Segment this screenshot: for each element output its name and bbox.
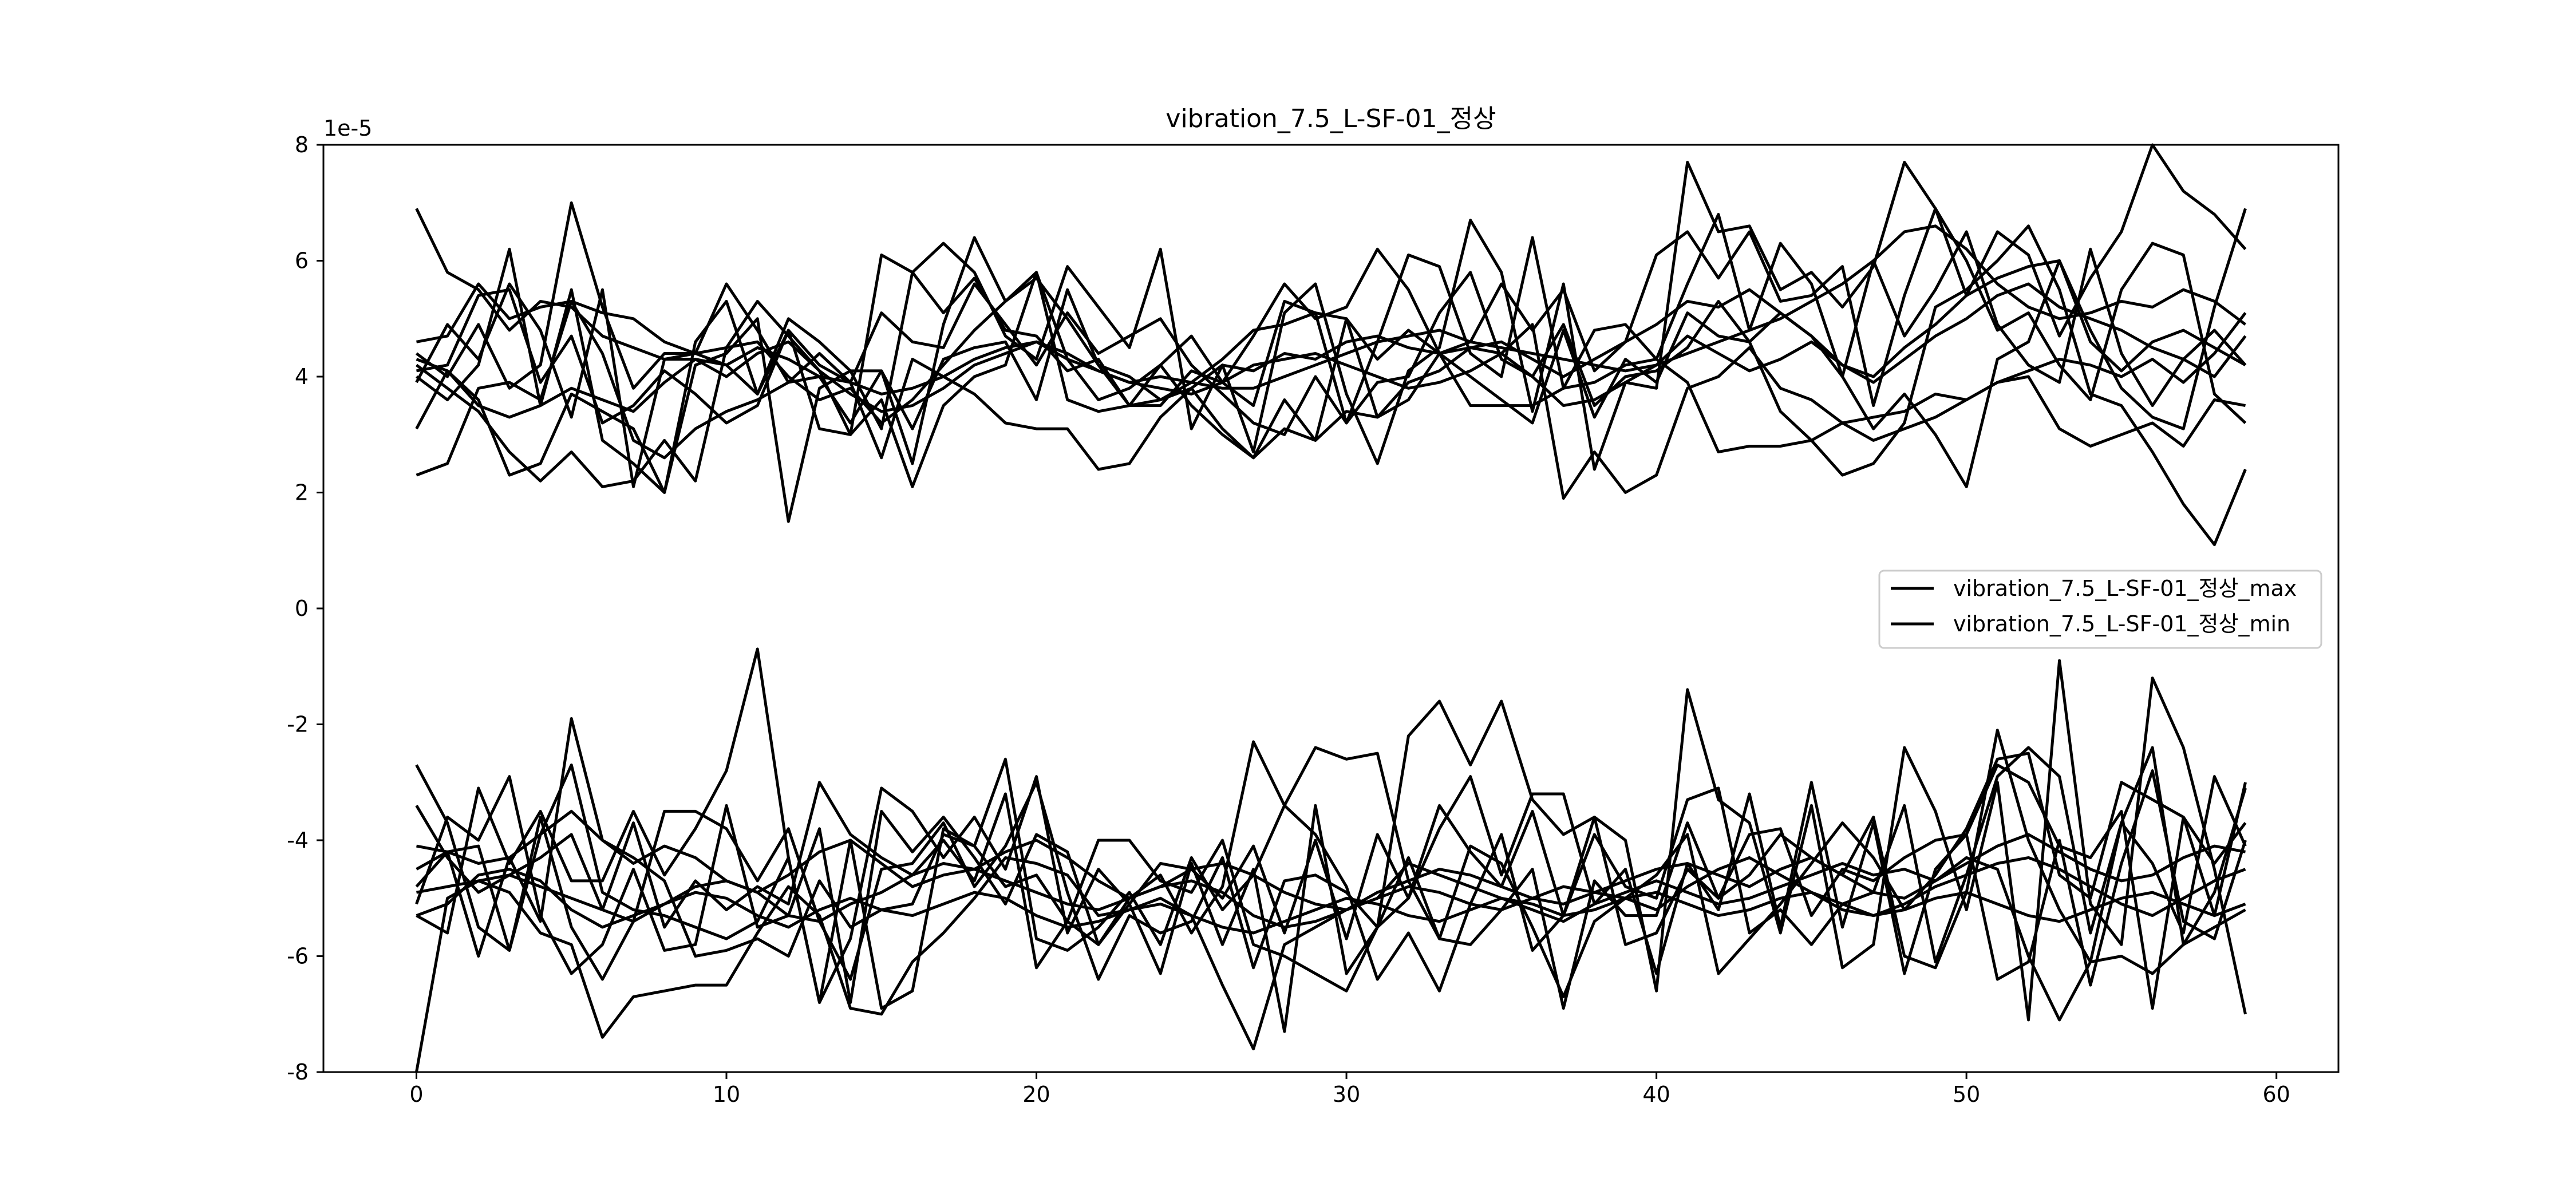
- legend-label-max: vibration_7.5_L-SF-01_정상_max: [1953, 576, 2297, 601]
- y-tick-label: 8: [295, 132, 309, 157]
- legend: vibration_7.5_L-SF-01_정상_max vibration_7…: [1878, 570, 2322, 649]
- series-line-min-12: [416, 873, 2246, 935]
- y-tick-label: 2: [295, 480, 309, 505]
- x-tick-label: 30: [1333, 1082, 1360, 1107]
- x-tick-label: 10: [713, 1082, 740, 1107]
- x-tick-label: 40: [1642, 1082, 1670, 1107]
- legend-label-min: vibration_7.5_L-SF-01_정상_min: [1953, 611, 2290, 636]
- series-lines: [415, 143, 2247, 1073]
- series-line-max-5: [416, 224, 2247, 547]
- x-axis-ticks: 0 10 20 30 40 50 60: [409, 1072, 2290, 1107]
- series-line-max-7: [415, 213, 2247, 488]
- x-tick-label: 60: [2263, 1082, 2290, 1107]
- y-tick-label: 6: [295, 248, 309, 274]
- y-tick-label: 0: [295, 596, 309, 621]
- y-tick-label: -4: [287, 828, 309, 853]
- series-line-min-13: [415, 856, 2246, 1073]
- x-tick-label: 0: [409, 1082, 423, 1107]
- series-line-max-3: [416, 271, 2247, 500]
- y-tick-label: -2: [287, 712, 309, 737]
- y-axis-ticks: -8 -6 -4 -2 0 2 4 6 8: [287, 132, 323, 1085]
- plot-frame: [322, 144, 2340, 1073]
- series-line-max-4: [415, 288, 2246, 523]
- series-line-max-1: [416, 259, 2246, 425]
- y-tick-label: -8: [287, 1059, 309, 1085]
- series-line-min-15: [416, 717, 2247, 993]
- y-axis-scale-label: 1e-5: [323, 116, 372, 141]
- x-tick-label: 50: [1953, 1082, 1980, 1107]
- x-tick-label: 20: [1022, 1082, 1050, 1107]
- series-line-min-19: [415, 659, 2247, 1033]
- series-line-min-17: [415, 763, 2247, 1010]
- series-line-min-16: [416, 647, 2247, 1010]
- series-line-min-10: [416, 856, 2246, 929]
- y-tick-label: 4: [295, 364, 309, 389]
- series-line-max-9: [416, 143, 2247, 494]
- legend-box: [1878, 570, 2322, 649]
- y-tick-label: -6: [287, 944, 309, 969]
- series-line-max-8: [416, 201, 2247, 465]
- chart-title: vibration_7.5_L-SF-01_정상: [1165, 104, 1496, 133]
- series-line-max-6: [416, 208, 2247, 488]
